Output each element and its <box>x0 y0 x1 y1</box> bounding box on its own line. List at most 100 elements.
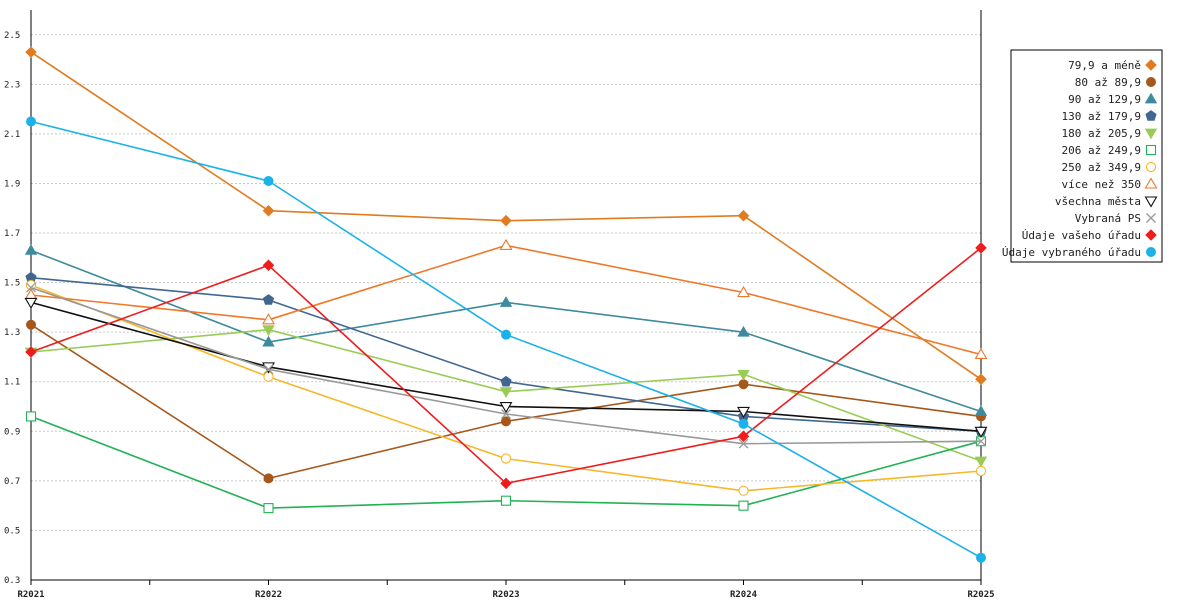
data-point <box>974 405 988 416</box>
y-tick-label: 0.9 <box>4 427 20 437</box>
series-10 <box>26 282 986 449</box>
data-point <box>500 477 512 490</box>
data-point <box>262 204 275 217</box>
y-tick-label: 0.3 <box>4 576 20 586</box>
x-tick-label: R2025 <box>967 590 994 600</box>
data-point <box>738 485 749 496</box>
data-point <box>499 238 513 250</box>
data-point <box>975 242 987 254</box>
legend-marker <box>1144 92 1158 104</box>
series-2 <box>25 319 987 484</box>
axes: 0.3 0.5 0.7 0.9 1.1 1.3 1.5 1.7 1.9 2.1 2.3 2.5 R202… <box>4 10 995 600</box>
data-point <box>25 346 37 358</box>
series <box>24 46 988 563</box>
data-point <box>500 329 511 340</box>
data-point <box>738 438 749 449</box>
legend-marker <box>1146 213 1156 223</box>
legend-label: 79,9 a méně <box>1068 59 1141 72</box>
data-point <box>737 209 750 222</box>
legend-marker <box>1144 177 1158 189</box>
series-12 <box>25 116 987 563</box>
legend-label: 90 až 129,9 <box>1068 93 1141 106</box>
series-line <box>30 247 982 485</box>
data-point <box>976 552 987 563</box>
data-point <box>25 116 36 127</box>
data-point <box>262 259 275 272</box>
series-5 <box>24 325 988 468</box>
data-point <box>975 373 987 386</box>
data-point <box>500 495 512 506</box>
series-7 <box>25 279 987 496</box>
y-tick-label: 0.5 <box>4 526 20 536</box>
legend-marker <box>1145 229 1157 241</box>
y-tick-label: 1.1 <box>4 378 20 388</box>
y-tick-label: 2.5 <box>4 31 20 41</box>
legend-marker <box>1145 110 1157 121</box>
data-point <box>975 465 987 477</box>
series-1 <box>25 46 987 386</box>
y-tick-label: 2.3 <box>4 80 20 90</box>
data-point <box>737 406 750 419</box>
data-point <box>500 416 511 427</box>
y-tick-label: 0.7 <box>4 477 20 487</box>
series-8 <box>24 238 988 360</box>
data-point <box>499 401 513 414</box>
data-point <box>500 214 512 227</box>
data-point <box>976 436 986 447</box>
data-point <box>263 473 274 484</box>
data-point <box>24 244 38 255</box>
legend-label: 250 až 349,9 <box>1062 161 1141 174</box>
legend-label: Údaje vašeho úřadu <box>1022 229 1141 242</box>
legend-marker <box>1145 161 1157 173</box>
y-tick-label: 2.1 <box>4 130 20 140</box>
y-tick-label: 1.9 <box>4 179 20 189</box>
x-tick-label: R2024 <box>730 590 758 600</box>
y-tick-label: 1.7 <box>4 229 20 239</box>
legend-label: Vybraná PS <box>1075 212 1141 225</box>
data-point <box>263 371 274 382</box>
data-point <box>500 375 512 387</box>
data-point <box>501 408 511 419</box>
data-point <box>738 500 749 511</box>
data-point <box>263 364 274 375</box>
legend-label: 180 až 205,9 <box>1062 127 1141 140</box>
data-point <box>499 387 513 398</box>
x-tick-label: R2023 <box>492 590 519 600</box>
data-point <box>24 297 38 310</box>
data-point <box>25 319 36 330</box>
data-point <box>25 411 37 422</box>
data-point <box>737 369 750 381</box>
legend-label: více než 350 <box>1062 178 1141 191</box>
legend-marker <box>1145 144 1157 156</box>
x-tick-label: R2021 <box>17 590 44 600</box>
x-tick-label: R2022 <box>255 590 282 600</box>
series-11 <box>25 242 987 490</box>
legend-label: 80 až 89,9 <box>1075 76 1141 89</box>
legend-marker <box>1144 196 1158 208</box>
data-point <box>25 46 37 58</box>
data-point <box>737 430 750 443</box>
legend-marker <box>1146 246 1157 257</box>
data-point <box>737 285 750 298</box>
data-point <box>500 453 512 464</box>
legend-box <box>1010 49 1163 263</box>
legend-marker <box>1144 128 1158 140</box>
y-tick-label: 1.5 <box>4 279 20 289</box>
data-point <box>974 426 988 438</box>
legend-label: Údaje vybraného úřadu <box>1002 246 1141 259</box>
legend-marker <box>1145 59 1157 71</box>
data-point <box>262 313 275 325</box>
data-point <box>26 282 36 293</box>
data-point <box>737 325 750 337</box>
data-point <box>263 503 274 514</box>
y-tick-label: 1.3 <box>4 328 20 338</box>
legend-label: všechna města <box>1055 195 1141 208</box>
data-point <box>974 347 988 360</box>
legend-marker <box>1146 77 1157 88</box>
data-point <box>263 175 274 186</box>
data-point <box>738 418 749 429</box>
legend-label: 130 až 179,9 <box>1062 110 1141 123</box>
data-point <box>262 294 275 305</box>
data-point <box>499 296 513 307</box>
